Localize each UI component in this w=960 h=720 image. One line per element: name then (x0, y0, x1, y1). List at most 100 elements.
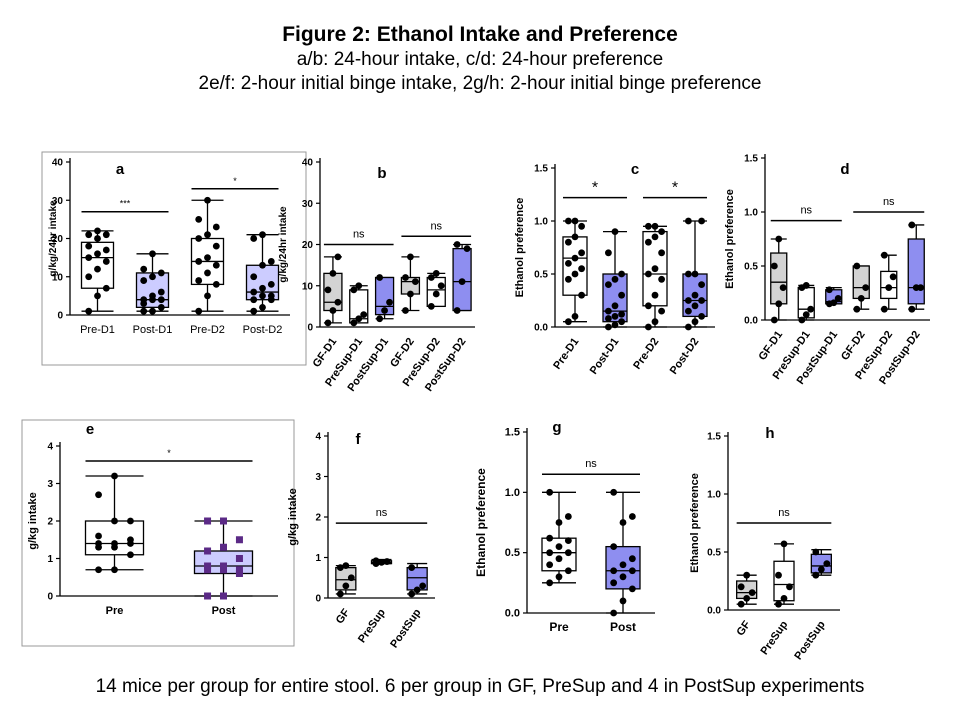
data-point (618, 291, 625, 299)
y-tick-label: 1.0 (505, 487, 520, 499)
data-point (427, 302, 435, 310)
data-point (775, 235, 783, 243)
data-point (437, 282, 445, 290)
data-point (698, 217, 705, 225)
data-point (427, 274, 435, 281)
box-GF-D1 (770, 252, 788, 305)
data-point (645, 238, 652, 246)
significance-label: ns (376, 507, 388, 519)
significance-label: * (672, 180, 678, 197)
significance-label: * (233, 176, 237, 186)
y-axis-label: Ethanol preference (724, 189, 736, 289)
data-point (651, 222, 659, 230)
data-point (628, 585, 636, 593)
y-tick-label: 1.0 (534, 217, 548, 228)
data-point (463, 245, 471, 253)
figure-subtitle-1: a/b: 24-hour intake, c/d: 24-hour prefer… (296, 49, 664, 70)
data-point (619, 597, 627, 605)
data-point (212, 223, 220, 231)
data-point (618, 270, 625, 278)
data-point (743, 595, 751, 602)
data-point (834, 295, 842, 302)
data-point (386, 298, 393, 306)
data-point (235, 566, 243, 574)
data-point (195, 215, 203, 223)
data-point (619, 519, 627, 526)
data-point (578, 265, 585, 273)
data-point (336, 590, 344, 598)
data-point (111, 472, 118, 480)
data-point (402, 307, 409, 314)
data-point (407, 253, 414, 261)
chart-panel-f: f 0 1 2 3 4 g/kg intake GF PreSup PostSup ns (287, 431, 435, 650)
data-point (691, 270, 699, 278)
data-point (195, 258, 203, 265)
data-point (329, 307, 337, 314)
data-point (651, 265, 659, 273)
x-tick-label: PreSup (356, 607, 388, 646)
significance-label: ns (800, 205, 812, 217)
data-point (111, 540, 118, 547)
data-point (802, 311, 810, 318)
data-point (149, 273, 156, 281)
y-tick-label: 1.0 (744, 208, 758, 219)
box-Pre (84, 520, 145, 556)
y-tick-label: 1.5 (505, 427, 520, 439)
data-point (195, 235, 203, 242)
x-tick-label: GF (334, 607, 353, 627)
y-tick-label: 20 (302, 240, 314, 251)
data-point (432, 269, 440, 277)
panel-label: g (552, 419, 561, 436)
significance-label: ns (430, 220, 442, 232)
box-PostSup-D2 (907, 238, 925, 305)
x-tick-label: PostSup (792, 619, 828, 663)
data-point (94, 250, 101, 258)
y-tick-label: 10 (302, 281, 314, 292)
data-point (857, 295, 865, 302)
data-point (830, 299, 838, 307)
data-point (212, 261, 220, 269)
y-tick-label: 0.5 (707, 548, 721, 559)
y-tick-label: 10 (52, 272, 64, 283)
data-point (220, 562, 227, 570)
data-point (85, 231, 93, 239)
data-point (564, 513, 572, 520)
data-point (908, 305, 916, 313)
panel-label: c (631, 161, 639, 178)
data-point (571, 254, 579, 262)
data-point (565, 260, 572, 267)
data-point (204, 292, 211, 300)
x-tick-label: Pre-D2 (631, 336, 661, 372)
x-tick-label: GF-D1 (756, 329, 785, 363)
data-point (408, 564, 416, 572)
significance-label: ns (883, 196, 895, 208)
y-tick-label: 20 (52, 234, 64, 245)
data-point (127, 536, 134, 544)
data-point (140, 296, 148, 304)
y-tick-label: 30 (302, 199, 314, 210)
y-tick-label: 4 (47, 442, 53, 453)
data-point (685, 297, 692, 304)
data-point (618, 310, 625, 318)
significance-label: ns (353, 229, 365, 241)
box-GF-D2 (852, 265, 870, 300)
significance-label: * (167, 448, 171, 458)
data-point (259, 261, 266, 269)
data-point (204, 566, 212, 574)
data-point (565, 318, 572, 326)
data-point (376, 315, 384, 323)
x-tick-label: Post-D2 (668, 336, 702, 377)
data-point (355, 315, 363, 323)
data-point (889, 273, 897, 281)
data-point (458, 278, 466, 286)
data-point (329, 269, 337, 277)
data-point (453, 241, 461, 248)
figure-title: Figure 2: Ethanol Intake and Preference (282, 23, 678, 46)
y-axis-label: Ethanol preference (474, 468, 488, 577)
box-PostSup (810, 553, 832, 574)
data-point (95, 491, 102, 499)
data-point (605, 323, 612, 331)
x-tick-label: Pre-D2 (190, 324, 225, 336)
